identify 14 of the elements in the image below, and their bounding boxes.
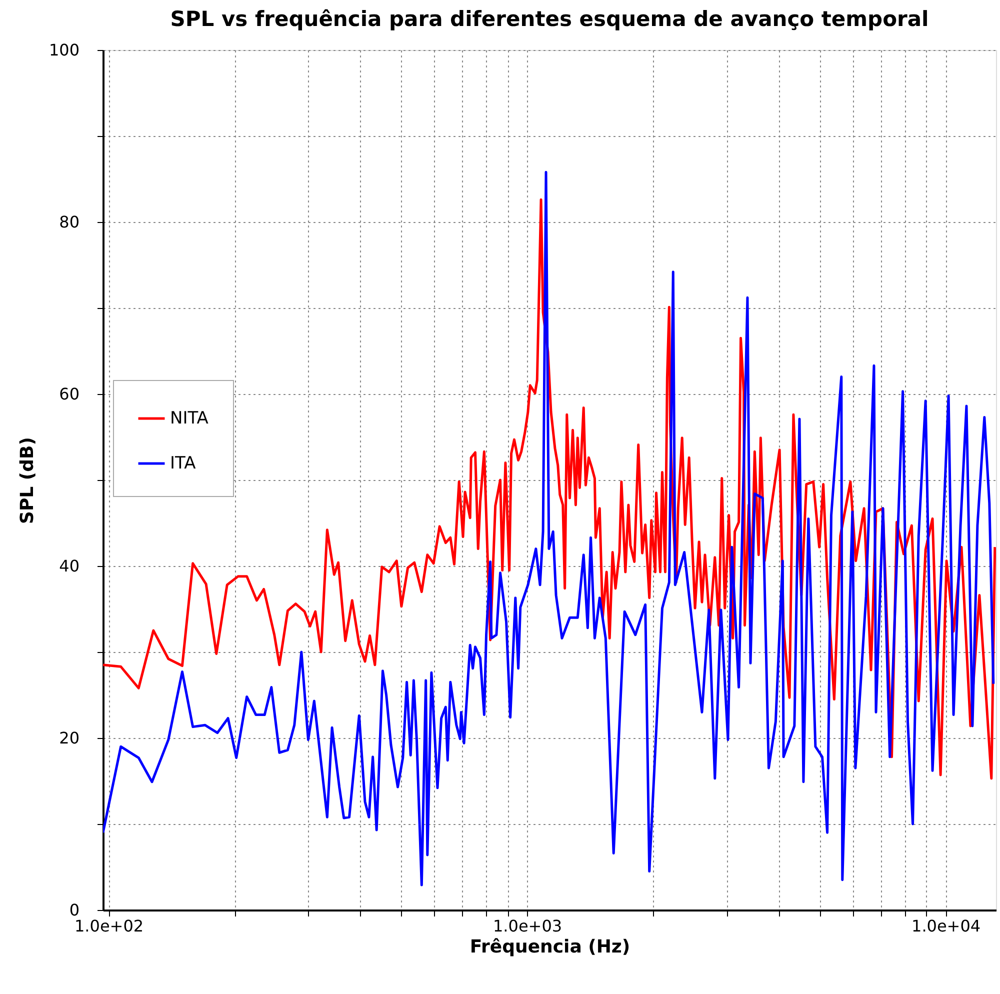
y-tick-label: 60	[59, 384, 80, 404]
y-tick-label: 100	[48, 40, 80, 60]
chart-title: SPL vs frequência para diferentes esquema de avanço temporal	[170, 7, 929, 31]
y-tick-label: 80	[59, 212, 80, 232]
y-axis-title: SPL (dB)	[16, 437, 38, 524]
legend-label: ITA	[170, 454, 196, 474]
y-tick-label: 0	[69, 900, 80, 920]
legend-label: NITA	[170, 408, 209, 428]
y-tick-label: 40	[59, 556, 80, 576]
x-tick-label: 1.0e+04	[912, 916, 981, 936]
x-tick-label: 1.0e+02	[74, 916, 144, 936]
x-tick-label: 1.0e+03	[493, 916, 562, 936]
y-tick-label: 20	[59, 728, 80, 748]
x-axis-title: Frêquencia (Hz)	[470, 936, 630, 958]
